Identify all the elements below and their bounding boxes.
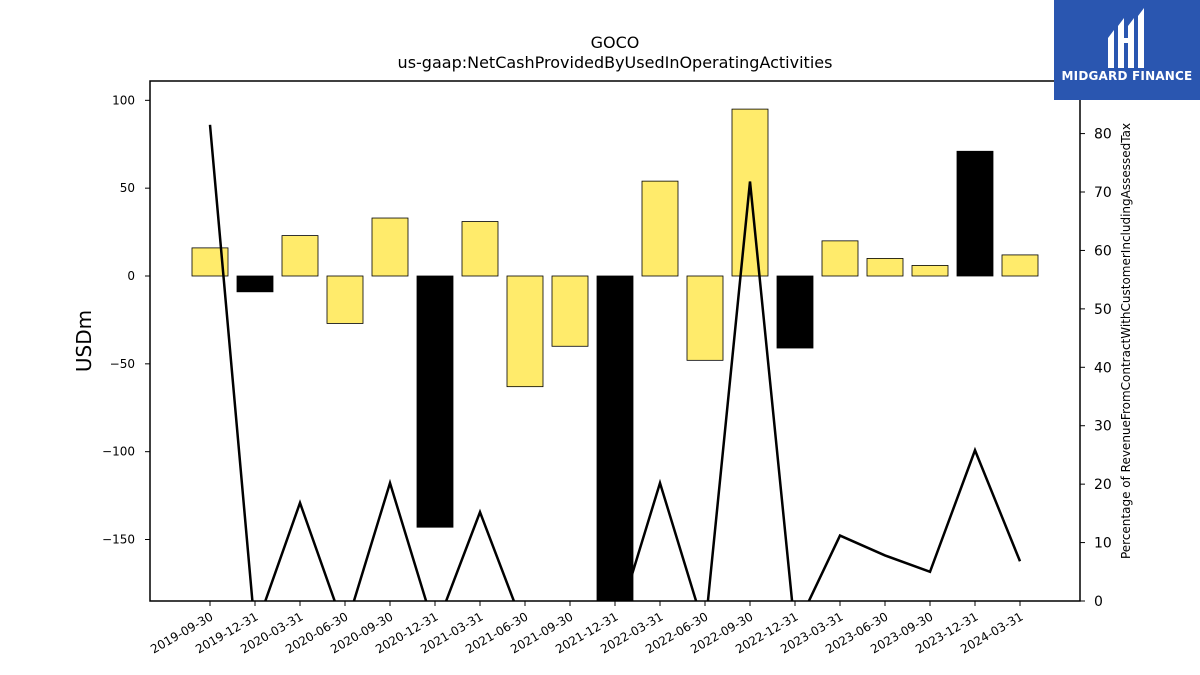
bar-2022-12-31 bbox=[776, 275, 814, 349]
y2-tick-label: 0 bbox=[1094, 594, 1103, 610]
y-tick-label: 100 bbox=[112, 93, 135, 107]
bar-2020-06-30 bbox=[326, 275, 364, 324]
y-tick-label: 0 bbox=[127, 269, 135, 283]
bar-group bbox=[191, 108, 1039, 601]
bar-2021-09-30 bbox=[551, 275, 589, 347]
bar-2023-12-31 bbox=[956, 150, 994, 277]
y2-tick-label: 10 bbox=[1094, 536, 1112, 552]
bar-2022-06-30 bbox=[686, 275, 724, 361]
y2-tick-label: 40 bbox=[1094, 360, 1112, 376]
bar-2024-03-31 bbox=[1001, 254, 1039, 277]
bar-2020-03-31 bbox=[281, 235, 319, 277]
line-group bbox=[208, 124, 1022, 601]
y2-tick-label: 60 bbox=[1094, 243, 1112, 259]
bar-2020-09-30 bbox=[371, 217, 409, 277]
x-axis: 2019-09-302019-12-312020-03-312020-06-30… bbox=[148, 601, 1026, 656]
chart-subtitle: us-gaap:NetCashProvidedByUsedInOperating… bbox=[398, 53, 833, 72]
bar-2023-06-30 bbox=[866, 258, 904, 277]
y-tick-label: −150 bbox=[102, 533, 135, 547]
bar-2021-12-31 bbox=[596, 275, 634, 601]
brand-name: MIDGARD FINANCE bbox=[1061, 69, 1193, 83]
y-tick-label: 50 bbox=[120, 181, 135, 195]
y2-tick-label: 80 bbox=[1094, 127, 1112, 143]
percentage-line bbox=[208, 124, 1022, 601]
bar-2019-12-31 bbox=[236, 275, 274, 293]
bar-2023-09-30 bbox=[911, 265, 949, 277]
y-axis-left: 100 50 0 −50 −100 −150 bbox=[102, 93, 150, 547]
y2-tick-label: 20 bbox=[1094, 477, 1112, 493]
bar-2021-06-30 bbox=[506, 275, 544, 388]
y-axis-right: 0 10 20 30 40 50 60 70 80 bbox=[1080, 127, 1112, 610]
y2-tick-label: 70 bbox=[1094, 185, 1112, 201]
midgard-logo-icon bbox=[1108, 8, 1144, 68]
brand-logo: MIDGARD FINANCE bbox=[1054, 0, 1200, 100]
y2-axis-label: Percentage of RevenueFromContractWithCus… bbox=[1119, 123, 1133, 559]
y2-tick-label: 30 bbox=[1094, 419, 1112, 435]
y-tick-label: −100 bbox=[102, 445, 135, 459]
bar-2020-12-31 bbox=[416, 275, 454, 528]
y-tick-label: −50 bbox=[110, 357, 135, 371]
bar-2021-03-31 bbox=[461, 221, 499, 277]
bar-2023-03-31 bbox=[821, 240, 859, 277]
y2-tick-label: 50 bbox=[1094, 302, 1112, 318]
chart-title: GOCO bbox=[591, 33, 640, 52]
bar-2022-03-31 bbox=[641, 180, 679, 277]
y-axis-label: USDm bbox=[72, 310, 96, 372]
